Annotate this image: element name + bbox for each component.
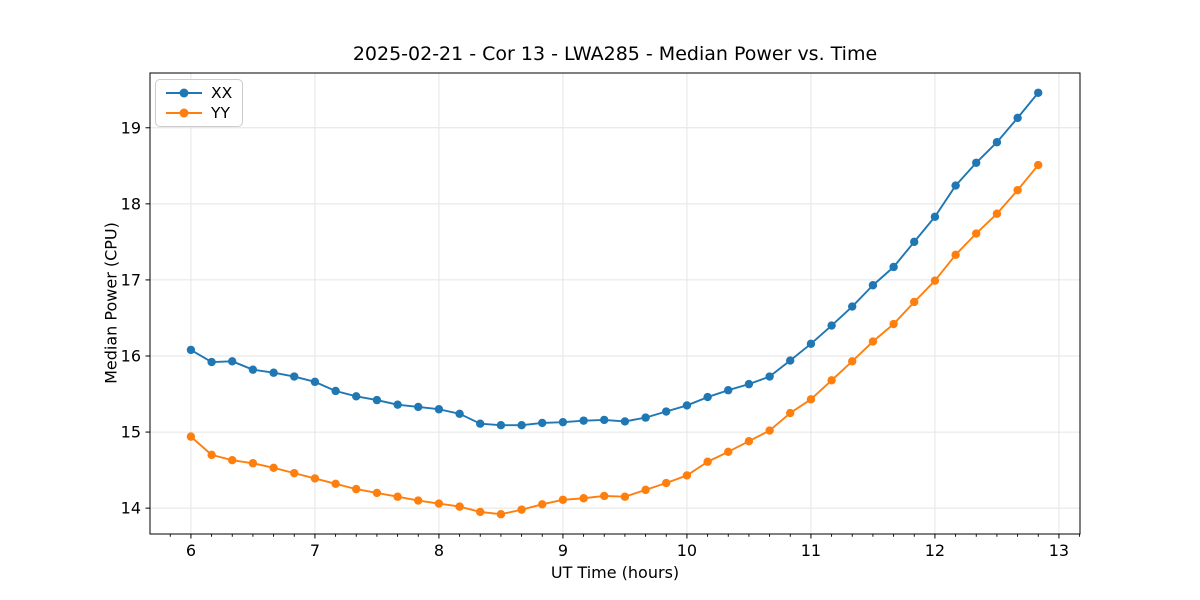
svg-text:15: 15 [121,423,141,442]
svg-text:13: 13 [1049,541,1069,560]
svg-text:12: 12 [925,541,945,560]
svg-text:17: 17 [121,270,141,289]
svg-text:14: 14 [121,499,141,518]
svg-text:16: 16 [121,346,141,365]
legend-item-xx: XX [164,83,232,102]
legend-label-xx: XX [211,83,233,102]
y-axis-label: Median Power (CPU) [101,222,121,384]
svg-text:9: 9 [558,541,568,560]
svg-text:11: 11 [801,541,821,560]
legend-item-yy: YY [164,103,232,122]
legend-label-yy: YY [211,103,230,122]
svg-text:10: 10 [677,541,697,560]
legend: XX YY [155,79,244,127]
svg-text:8: 8 [434,541,444,560]
chart-title: 2025-02-21 - Cor 13 - LWA285 - Median Po… [352,43,878,65]
legend-line-sample-yy [166,108,202,117]
x-axis-label: UT Time (hours) [550,563,680,582]
legend-line-sample-xx [166,88,202,97]
svg-text:7: 7 [310,541,320,560]
svg-text:19: 19 [121,118,141,137]
svg-text:18: 18 [121,194,141,213]
svg-text:6: 6 [186,541,196,560]
